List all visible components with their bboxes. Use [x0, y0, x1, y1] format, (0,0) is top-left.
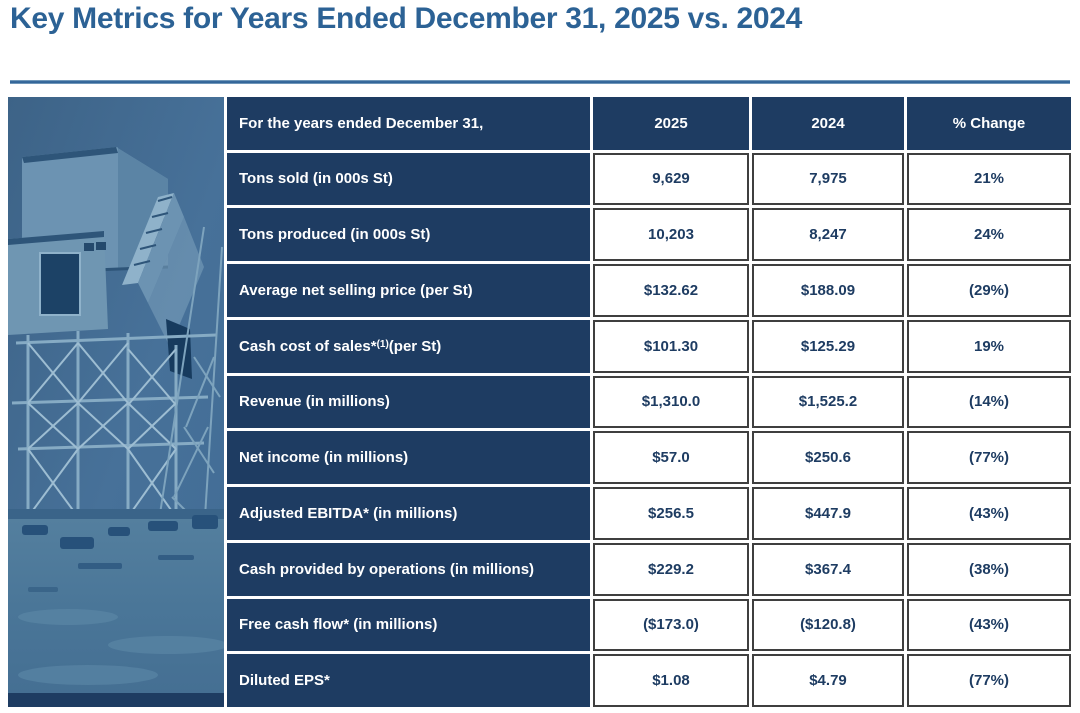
- value-2024-cell: 7,975: [752, 152, 904, 206]
- table-row: Cash provided by operations (in millions…: [227, 542, 1071, 596]
- metric-label-cell: Average net selling price (per St): [227, 264, 590, 317]
- key-metrics-table: For the years ended December 31, 2025 20…: [227, 97, 1071, 707]
- value-2025-cell: $132.62: [593, 264, 749, 317]
- pct-change-cell: (43%): [907, 487, 1071, 540]
- value-2025-cell: $256.5: [593, 487, 749, 540]
- pct-change-cell: 24%: [907, 208, 1071, 262]
- value-2025-cell: $1,310.0: [593, 375, 749, 429]
- value-2024-cell: $188.09: [752, 264, 904, 317]
- value-2024-cell: $447.9: [752, 487, 904, 540]
- metric-label-cell: Net income (in millions): [227, 431, 590, 485]
- value-2024-cell: ($120.8): [752, 598, 904, 652]
- metric-label-cell: Diluted EPS*: [227, 654, 590, 707]
- value-2025-cell: 10,203: [593, 208, 749, 262]
- value-2025-cell: $229.2: [593, 542, 749, 596]
- header-2025: 2025: [593, 97, 749, 150]
- table-row: Revenue (in millions) $1,310.0 $1,525.2 …: [227, 375, 1071, 429]
- pct-change-cell: 21%: [907, 152, 1071, 206]
- value-2025-cell: 9,629: [593, 152, 749, 206]
- mine-plant-photo: [8, 97, 224, 707]
- table-header-row: For the years ended December 31, 2025 20…: [227, 97, 1071, 150]
- metric-label-cell: Tons sold (in 000s St): [227, 152, 590, 206]
- table-row: Tons sold (in 000s St) 9,629 7,975 21%: [227, 152, 1071, 206]
- value-2024-cell: $250.6: [752, 431, 904, 485]
- pct-change-cell: (38%): [907, 542, 1071, 596]
- value-2024-cell: 8,247: [752, 208, 904, 262]
- value-2024-cell: $4.79: [752, 654, 904, 707]
- value-2024-cell: $1,525.2: [752, 375, 904, 429]
- value-2025-cell: $101.30: [593, 319, 749, 373]
- value-2025-cell: $1.08: [593, 654, 749, 707]
- header-2024: 2024: [752, 97, 904, 150]
- table-row: Adjusted EBITDA* (in millions) $256.5 $4…: [227, 487, 1071, 540]
- metric-label-cell: Cash cost of sales* (1) (per St): [227, 319, 590, 373]
- table-row: Cash cost of sales* (1) (per St) $101.30 …: [227, 319, 1071, 373]
- value-2025-cell: $57.0: [593, 431, 749, 485]
- pct-change-cell: (14%): [907, 375, 1071, 429]
- metric-label-cell: Tons produced (in 000s St): [227, 208, 590, 262]
- table-row: Free cash flow* (in millions) ($173.0) (…: [227, 598, 1071, 652]
- table-row: Diluted EPS* $1.08 $4.79 (77%): [227, 654, 1071, 707]
- page-title: Key Metrics for Years Ended December 31,…: [10, 2, 803, 35]
- pct-change-cell: (77%): [907, 431, 1071, 485]
- metric-label-cell: Cash provided by operations (in millions…: [227, 542, 590, 596]
- content-area: For the years ended December 31, 2025 20…: [8, 97, 1071, 707]
- value-2024-cell: $125.29: [752, 319, 904, 373]
- value-2025-cell: ($173.0): [593, 598, 749, 652]
- pct-change-cell: (29%): [907, 264, 1071, 317]
- value-2024-cell: $367.4: [752, 542, 904, 596]
- table-row: Average net selling price (per St) $132.…: [227, 264, 1071, 317]
- header-metric-label: For the years ended December 31,: [227, 97, 590, 150]
- metric-label-cell: Free cash flow* (in millions): [227, 598, 590, 652]
- pct-change-cell: (43%): [907, 598, 1071, 652]
- title-divider-rule: [10, 80, 1070, 84]
- header-pct-change: % Change: [907, 97, 1071, 150]
- table-row: Net income (in millions) $57.0 $250.6 (7…: [227, 431, 1071, 485]
- metric-label-cell: Adjusted EBITDA* (in millions): [227, 487, 590, 540]
- metric-label-cell: Revenue (in millions): [227, 375, 590, 429]
- pct-change-cell: (77%): [907, 654, 1071, 707]
- table-row: Tons produced (in 000s St) 10,203 8,247 …: [227, 208, 1071, 262]
- pct-change-cell: 19%: [907, 319, 1071, 373]
